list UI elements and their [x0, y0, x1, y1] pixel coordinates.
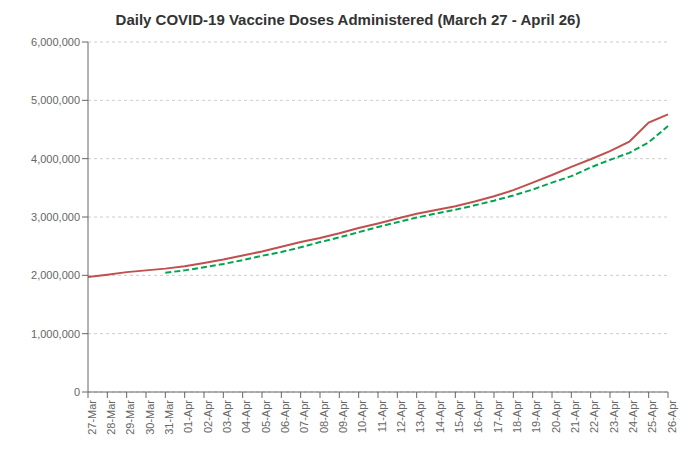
svg-text:22-Apr: 22-Apr — [588, 400, 600, 433]
svg-text:11-Apr: 11-Apr — [376, 400, 388, 433]
svg-text:13-Apr: 13-Apr — [414, 400, 426, 433]
svg-text:05-Apr: 05-Apr — [260, 400, 272, 433]
svg-text:16-Apr: 16-Apr — [472, 400, 484, 433]
svg-text:27-Mar: 27-Mar — [86, 400, 98, 435]
svg-text:18-Apr: 18-Apr — [511, 400, 523, 433]
svg-text:5,000,000: 5,000,000 — [31, 94, 80, 106]
svg-text:03-Apr: 03-Apr — [221, 400, 233, 433]
svg-text:04-Apr: 04-Apr — [240, 400, 252, 433]
svg-text:06-Apr: 06-Apr — [279, 400, 291, 433]
svg-text:1,000,000: 1,000,000 — [31, 328, 80, 340]
svg-text:21-Apr: 21-Apr — [569, 400, 581, 433]
svg-text:31-Mar: 31-Mar — [163, 400, 175, 435]
svg-text:14-Apr: 14-Apr — [434, 400, 446, 433]
svg-text:28-Mar: 28-Mar — [105, 400, 117, 435]
svg-text:07-Apr: 07-Apr — [298, 400, 310, 433]
svg-text:02-Apr: 02-Apr — [202, 400, 214, 433]
svg-text:26-Apr: 26-Apr — [666, 400, 678, 433]
svg-text:17-Apr: 17-Apr — [492, 400, 504, 433]
svg-text:3,000,000: 3,000,000 — [31, 211, 80, 223]
svg-text:08-Apr: 08-Apr — [318, 400, 330, 433]
svg-text:20-Apr: 20-Apr — [550, 400, 562, 433]
html-text:Daily COVID-19 Vaccine Doses A: Daily COVID-19 Vaccine Doses Administere… — [115, 11, 581, 28]
svg-text:23-Apr: 23-Apr — [608, 400, 620, 433]
svg-text:25-Apr: 25-Apr — [646, 400, 658, 433]
svg-text:30-Mar: 30-Mar — [144, 400, 156, 435]
svg-text:09-Apr: 09-Apr — [337, 400, 349, 433]
svg-text:6,000,000: 6,000,000 — [31, 36, 80, 48]
svg-text:19-Apr: 19-Apr — [530, 400, 542, 433]
svg-text:15-Apr: 15-Apr — [453, 400, 465, 433]
svg-text:24-Apr: 24-Apr — [627, 400, 639, 433]
svg-text:0: 0 — [74, 386, 80, 398]
svg-text:12-Apr: 12-Apr — [395, 400, 407, 433]
svg-text:4,000,000: 4,000,000 — [31, 153, 80, 165]
svg-text:01-Apr: 01-Apr — [182, 400, 194, 433]
svg-text:10-Apr: 10-Apr — [356, 400, 368, 433]
svg-text:29-Mar: 29-Mar — [124, 400, 136, 435]
svg-text:2,000,000: 2,000,000 — [31, 269, 80, 281]
